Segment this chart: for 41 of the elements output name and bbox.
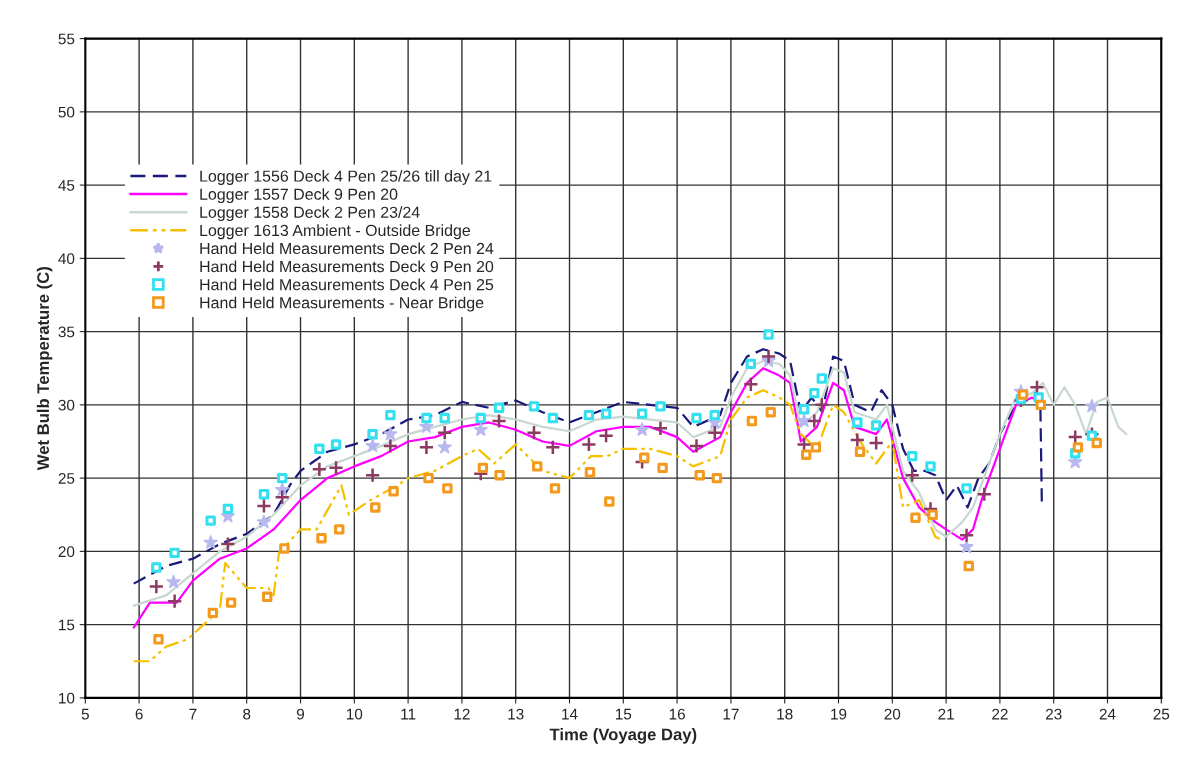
legend-label: Logger 1556 Deck 4 Pen 25/26 till day 21 <box>200 170 492 185</box>
x-tick-label: 15 <box>615 708 632 720</box>
y-tick-label: 20 <box>58 546 75 558</box>
y-axis-title: Wet Bulb Temperature (C) <box>36 267 53 471</box>
x-tick-label: 5 <box>81 708 89 720</box>
x-tick-label: 10 <box>346 708 363 720</box>
x-axis-title: Time (Voyage Day) <box>549 728 697 744</box>
y-tick-label: 35 <box>58 326 75 338</box>
x-tick-label: 12 <box>454 708 470 720</box>
legend-label: Hand Held Measurements Deck 4 Pen 25 <box>200 278 494 291</box>
x-tick-label: 17 <box>723 708 739 720</box>
x-tick-label: 9 <box>296 708 305 720</box>
legend-label: Hand Held Measurements Deck 9 Pen 20 <box>200 260 494 273</box>
x-tick-label: 6 <box>135 708 143 720</box>
x-tick-label: 16 <box>669 708 685 720</box>
x-tick-label: 25 <box>1153 708 1170 720</box>
y-tick-label: 50 <box>58 106 75 118</box>
x-tick-label: 22 <box>992 708 1008 720</box>
legend-label: Hand Held Measurements - Near Bridge <box>200 296 484 312</box>
legend-label: Logger 1558 Deck 2 Pen 23/24 <box>200 206 420 222</box>
y-tick-label: 30 <box>58 399 75 411</box>
x-tick-label: 7 <box>189 708 197 720</box>
y-tick-label: 40 <box>58 253 75 265</box>
x-tick-label: 23 <box>1045 708 1062 720</box>
x-tick-label: 8 <box>243 708 251 720</box>
x-tick-label: 13 <box>508 708 524 720</box>
y-tick-label: 55 <box>58 33 75 45</box>
legend-label: Logger 1557 Deck 9 Pen 20 <box>200 188 398 204</box>
legend-label: Hand Held Measurements Deck 2 Pen 24 <box>200 242 494 255</box>
x-tick-label: 19 <box>831 708 847 720</box>
x-tick-label: 11 <box>401 708 416 720</box>
legend-label: Logger 1613 Ambient - Outside Bridge <box>200 224 471 240</box>
y-tick-label: 45 <box>58 180 75 191</box>
y-tick-label: 10 <box>59 692 75 704</box>
x-tick-label: 20 <box>884 708 901 720</box>
x-tick-label: 21 <box>938 708 954 720</box>
y-tick-label: 25 <box>58 472 75 484</box>
x-tick-label: 18 <box>777 708 793 720</box>
x-tick-label: 24 <box>1099 708 1116 720</box>
x-tick-label: 14 <box>562 708 578 720</box>
y-tick-label: 15 <box>59 619 75 631</box>
